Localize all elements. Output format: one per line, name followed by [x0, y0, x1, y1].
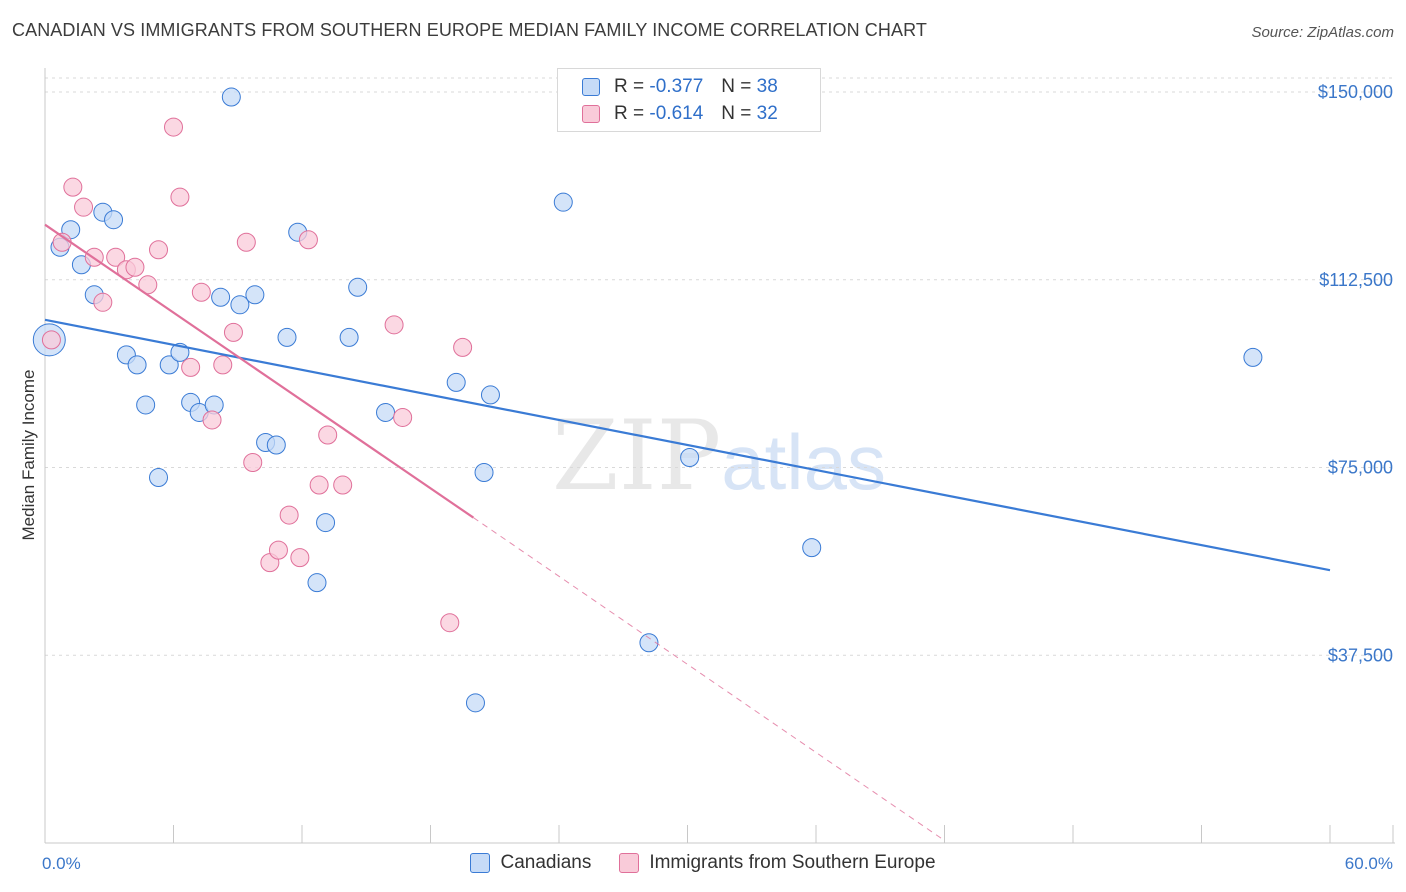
immigrants-point [41, 330, 61, 350]
immigrants-point [236, 232, 256, 252]
canadians-point [553, 192, 573, 212]
canadians-point [465, 693, 485, 713]
canadians-point [307, 573, 327, 593]
immigrants-point [202, 410, 222, 430]
immigrants-point [125, 257, 145, 277]
immigrants-point [453, 337, 473, 357]
canadians-point [680, 448, 700, 468]
immigrants-point [93, 292, 113, 312]
series-label-canadians: Canadians [500, 852, 592, 873]
immigrants-point [440, 613, 460, 633]
canadians-point [480, 385, 500, 405]
immigrants-point [279, 505, 299, 525]
immigrants-point [393, 407, 413, 427]
canadians-point [339, 327, 359, 347]
immigrants-point [164, 117, 183, 137]
series-legend-immigrants[interactable]: Immigrants from Southern Europe [619, 852, 936, 874]
canadians-point [104, 210, 124, 230]
canadians-point [136, 395, 156, 415]
y-axis-title: Median Family Income [19, 369, 38, 540]
canadians-point [474, 463, 494, 483]
canadians-point [1243, 347, 1263, 367]
y-tick-label: $112,500 [1319, 270, 1393, 290]
immigrants-point [333, 475, 353, 495]
watermark-atlas: atlas [721, 418, 886, 506]
canadians-point [159, 355, 179, 375]
y-tick-label: $75,000 [1328, 458, 1393, 478]
legend-r-label: R = [614, 103, 645, 124]
immigrants-point [309, 475, 329, 495]
correlation-legend: R = -0.377 N = 38 R = -0.614 N = 32 [557, 68, 821, 132]
legend-n-label: N = [721, 103, 752, 124]
immigrants-trendline [44, 223, 474, 519]
legend-row-canadians: R = -0.377 N = 38 [582, 75, 778, 99]
canadians-point [802, 538, 822, 558]
legend-swatch-immigrants [582, 105, 600, 123]
legend-n-value-canadians: 38 [756, 76, 778, 97]
canadians-point [230, 295, 250, 315]
x-tick-label: 60.0% [1345, 854, 1393, 873]
immigrants-trendline-extension [473, 517, 945, 841]
immigrants-point [243, 453, 263, 473]
legend-n-value-immigrants: 32 [756, 103, 778, 124]
canadians-point [149, 468, 169, 488]
canadians-point [316, 513, 336, 533]
legend-n-label: N = [721, 76, 752, 97]
immigrants-point [290, 548, 310, 568]
immigrants-point [213, 355, 233, 375]
canadians-point [211, 287, 231, 307]
legend-swatch-canadians [582, 78, 600, 96]
series-legend: Canadians Immigrants from Southern Europ… [0, 852, 1406, 874]
canadians-point [446, 372, 466, 392]
watermark: ZIPatlas [552, 400, 886, 512]
immigrants-point [384, 315, 404, 335]
y-tick-label: $37,500 [1328, 645, 1393, 665]
immigrants-point [74, 197, 94, 217]
immigrants-point [223, 322, 243, 342]
canadians-point [221, 87, 241, 107]
x-tick-label: 0.0% [42, 854, 81, 873]
immigrants-point [106, 247, 126, 267]
series-swatch-immigrants [619, 853, 640, 873]
y-tick-label: $150,000 [1318, 82, 1393, 102]
immigrants-point [191, 282, 211, 302]
series-swatch-canadians [470, 853, 491, 873]
series-label-immigrants: Immigrants from Southern Europe [649, 852, 936, 873]
chart-title: CANADIAN VS IMMIGRANTS FROM SOUTHERN EUR… [12, 20, 927, 40]
canadians-point [277, 327, 297, 347]
canadians-point [376, 402, 396, 422]
immigrants-point [181, 357, 201, 377]
legend-r-value-immigrants: -0.614 [649, 103, 704, 124]
canadians-point [639, 633, 659, 653]
series-legend-canadians[interactable]: Canadians [470, 852, 591, 874]
legend-row-immigrants: R = -0.614 N = 32 [582, 102, 778, 126]
immigrants-point [149, 240, 169, 260]
immigrants-point [318, 425, 338, 445]
canadians-point [245, 285, 265, 305]
immigrants-point [170, 187, 190, 207]
canadians-point [348, 277, 368, 297]
canadians-point [127, 355, 147, 375]
immigrants-point [63, 177, 83, 197]
legend-r-label: R = [614, 76, 645, 97]
source-label: Source: ZipAtlas.com [1251, 24, 1394, 41]
legend-r-value-canadians: -0.377 [649, 76, 704, 97]
immigrants-point [268, 540, 288, 560]
immigrants-point [298, 230, 318, 250]
canadians-point [266, 435, 286, 455]
canadians-trendline [44, 318, 1331, 572]
